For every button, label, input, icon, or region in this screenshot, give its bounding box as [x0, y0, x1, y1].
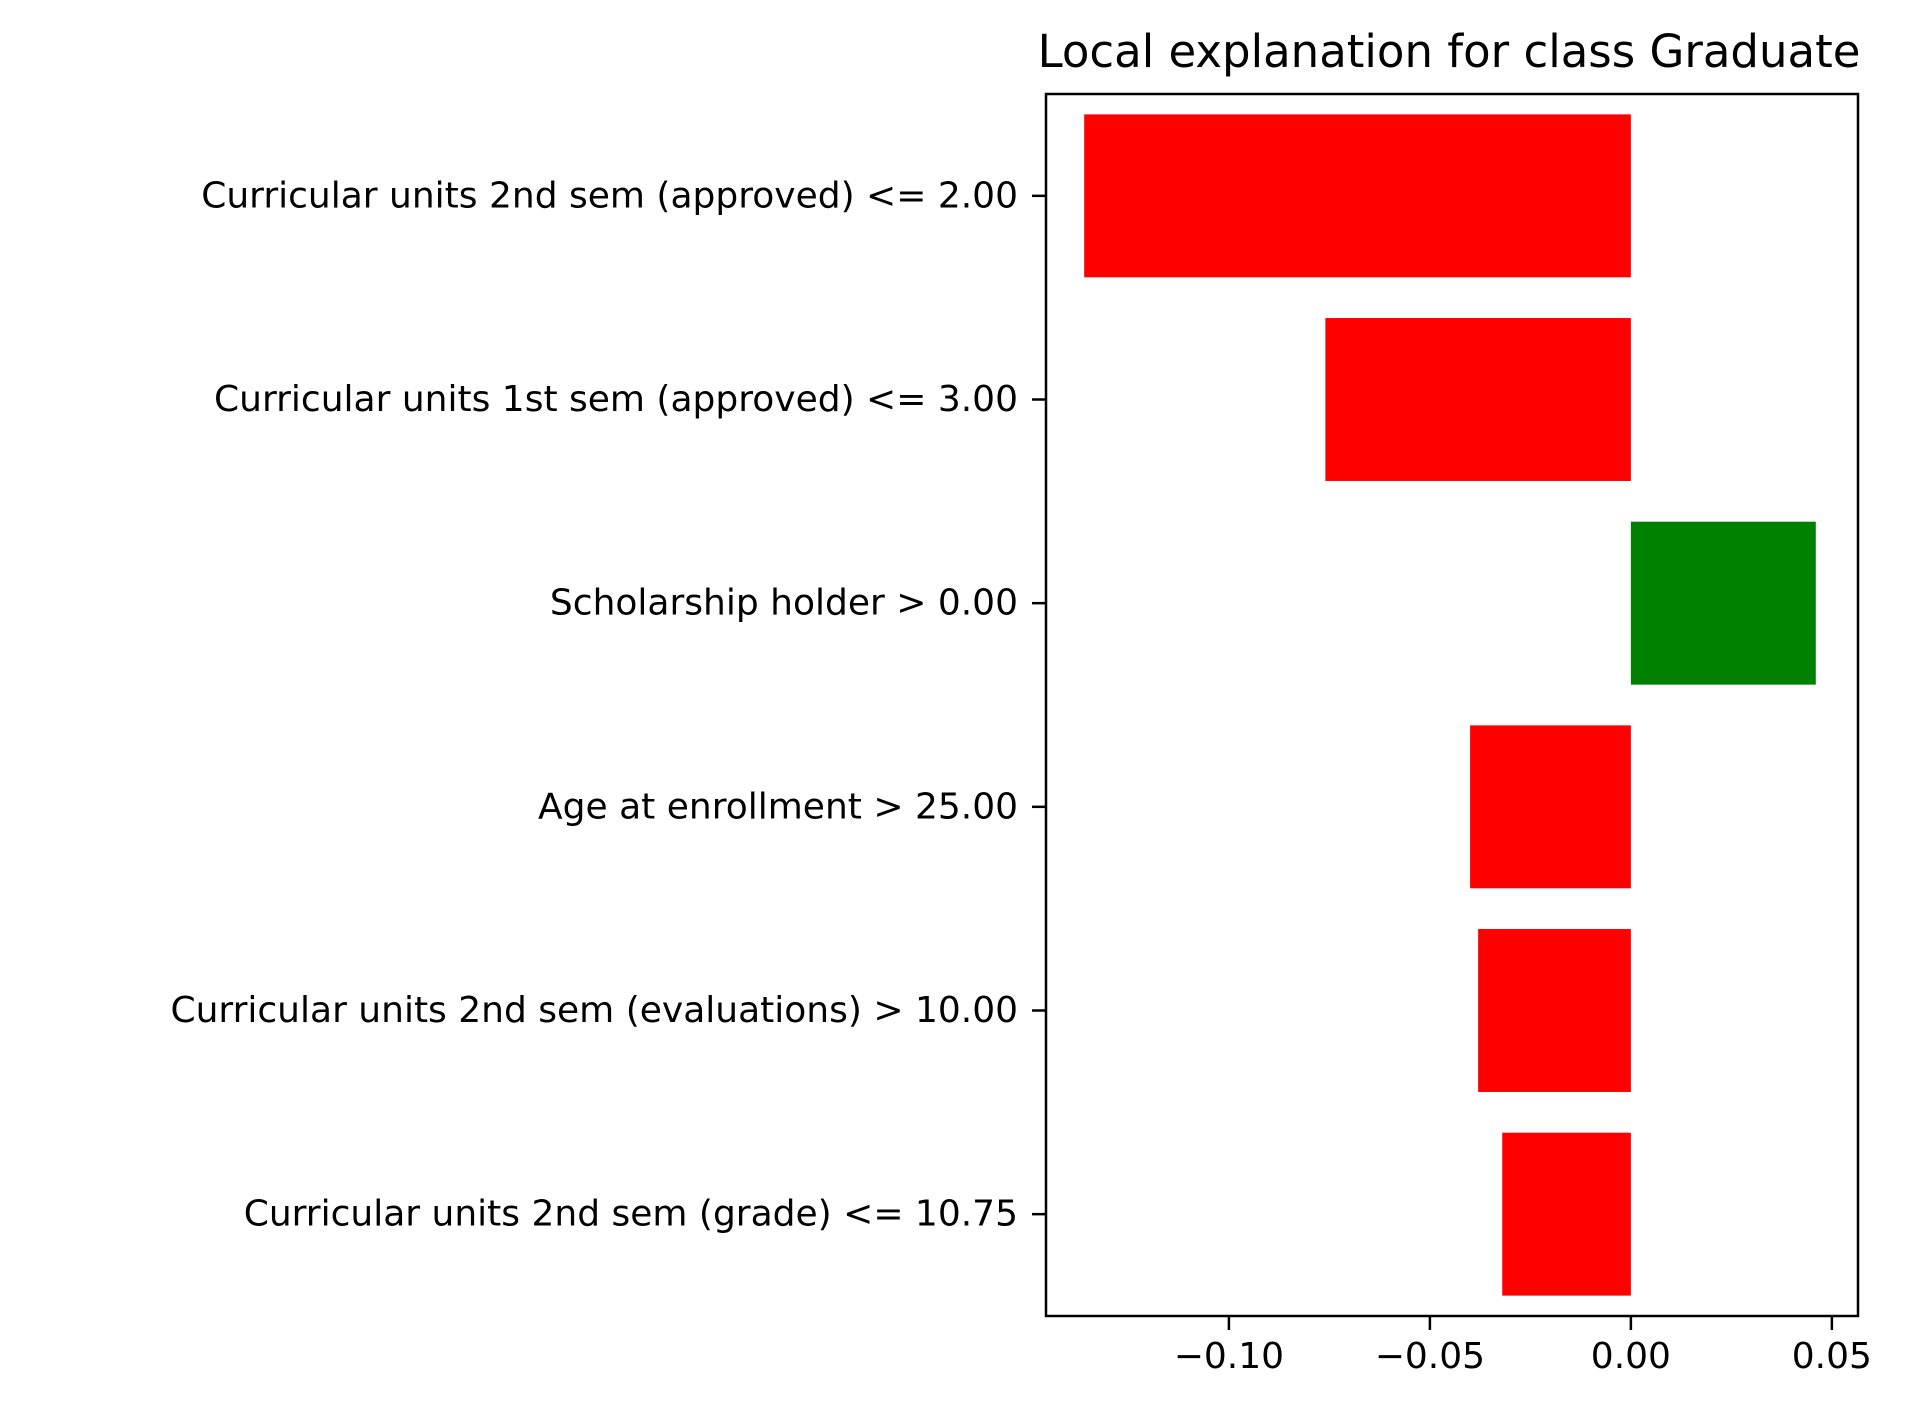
x-tick-label: −0.10	[1174, 1336, 1284, 1377]
y-tick-label: Curricular units 2nd sem (grade) <= 10.7…	[244, 1194, 1018, 1235]
y-tick-label: Curricular units 2nd sem (evaluations) >…	[170, 990, 1018, 1031]
bar-5	[1478, 929, 1631, 1092]
bar-3	[1630, 521, 1816, 685]
chart-title: Local explanation for class Graduate	[1038, 25, 1861, 78]
y-axis-ticks: Curricular units 2nd sem (approved) <= 2…	[170, 175, 1046, 1235]
bar-1	[1084, 114, 1631, 278]
x-tick-label: 0.05	[1792, 1336, 1872, 1377]
y-tick-label: Curricular units 1st sem (approved) <= 3…	[214, 379, 1018, 420]
x-tick-label: −0.05	[1375, 1336, 1485, 1377]
x-tick-label: 0.00	[1591, 1336, 1671, 1377]
bar-2	[1325, 318, 1631, 481]
plot-frame	[1044, 92, 1860, 1318]
bar-6	[1502, 1132, 1631, 1296]
y-tick-label: Scholarship holder > 0.00	[550, 583, 1018, 624]
bar-4	[1470, 725, 1631, 889]
x-axis-ticks: −0.10 −0.05 0.00 0.05	[1174, 1316, 1872, 1377]
y-tick-label: Curricular units 2nd sem (approved) <= 2…	[201, 175, 1018, 216]
bars-layer	[1084, 114, 1816, 1296]
y-tick-label: Age at enrollment > 25.00	[538, 786, 1018, 827]
